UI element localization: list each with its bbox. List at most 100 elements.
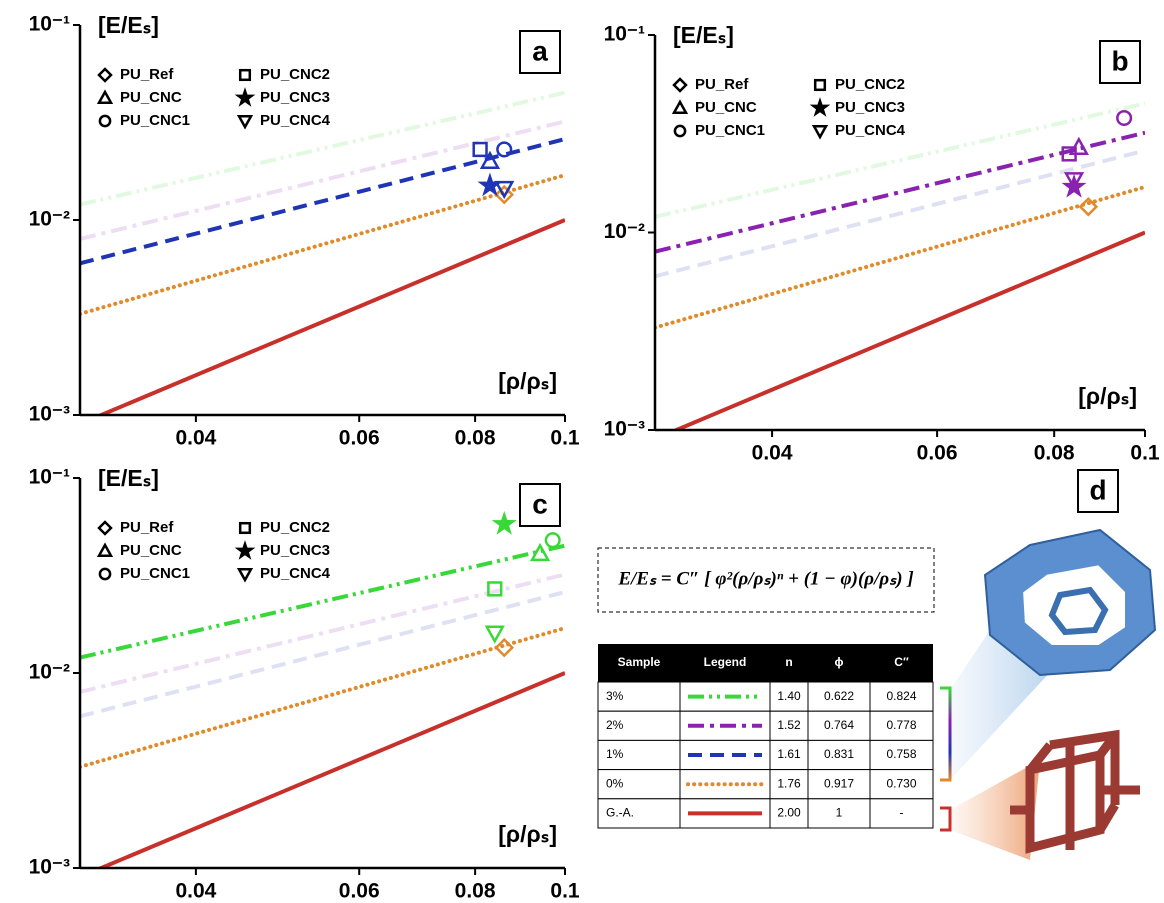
legend-label: PU_CNC2: [260, 519, 330, 536]
legend-marker: [240, 70, 250, 80]
legend-marker: [99, 92, 111, 103]
cube-cell: [1010, 735, 1140, 850]
x-tick-label: 0.04: [175, 427, 216, 450]
y-tick-label: 10⁻¹: [29, 466, 70, 489]
legend-marker: [814, 126, 826, 137]
bracket: [940, 688, 950, 780]
fit-line: [80, 546, 565, 658]
table-row: [598, 799, 933, 828]
legend-label: PU_CNC: [120, 542, 182, 559]
table-cell: 2.00: [777, 806, 801, 820]
legend-marker: [675, 126, 685, 136]
table-cell: 1.40: [777, 689, 801, 703]
y-tick-label: 10⁻¹: [604, 23, 645, 46]
table-cell: 0.778: [886, 718, 916, 732]
legend-marker: [99, 545, 111, 556]
legend-label: PU_CNC: [120, 89, 182, 106]
x-tick-label: 0.08: [1034, 442, 1075, 465]
table-cell: 2%: [606, 718, 624, 732]
legend-label: PU_CNC1: [120, 565, 190, 582]
marker: [1117, 111, 1131, 125]
legend-label: PU_CNC4: [260, 112, 331, 129]
y-tick-label: 10⁻³: [604, 418, 645, 441]
legend-marker: [240, 523, 250, 533]
legend-label: PU_Ref: [695, 76, 749, 93]
y-axis-label: [E/Eₛ]: [98, 12, 159, 38]
x-tick-label: 0.1: [550, 880, 580, 903]
x-tick-label: 0.06: [339, 880, 380, 903]
panel-label: d: [1089, 474, 1106, 505]
x-axis-label: [ρ/ρₛ]: [1078, 383, 1137, 409]
legend-label: PU_CNC3: [260, 89, 330, 106]
table-cell: 0.764: [824, 718, 854, 732]
legend-label: PU_CNC: [695, 99, 757, 116]
y-tick-label: 10⁻²: [29, 208, 70, 231]
legend-label: PU_CNC1: [695, 122, 765, 139]
table-cell: 0%: [606, 776, 624, 790]
table-cell: 0.622: [824, 689, 854, 703]
table-row: [598, 770, 933, 799]
table-cell: 1.76: [777, 776, 801, 790]
table-cell: 1%: [606, 747, 624, 761]
legend-marker: [815, 80, 825, 90]
table-header: Sample: [618, 655, 661, 669]
fit-line: [80, 592, 565, 716]
table-cell: 0.831: [824, 747, 854, 761]
table-row: [598, 682, 933, 711]
legend-marker: [674, 79, 686, 91]
marker: [481, 176, 498, 193]
x-tick-label: 0.06: [917, 442, 958, 465]
legend-marker: [239, 569, 251, 580]
table-cell: -: [900, 806, 904, 820]
legend-label: PU_CNC2: [835, 76, 905, 93]
legend-marker: [813, 101, 826, 113]
table-cell: 0.824: [886, 689, 916, 703]
x-axis-label: [ρ/ρₛ]: [498, 821, 557, 847]
y-axis-label: [E/Eₛ]: [673, 22, 734, 48]
table-header: Legend: [704, 655, 747, 669]
x-axis-label: [ρ/ρₛ]: [498, 368, 557, 394]
legend-label: PU_Ref: [120, 66, 174, 83]
legend-label: PU_CNC3: [835, 99, 905, 116]
y-tick-label: 10⁻³: [29, 856, 70, 879]
table-cell: 0.758: [886, 747, 916, 761]
legend-label: PU_CNC4: [835, 122, 906, 139]
table-header: ϕ: [835, 655, 844, 669]
y-tick-label: 10⁻¹: [29, 13, 70, 36]
table-header: n: [785, 655, 792, 669]
y-tick-label: 10⁻³: [29, 403, 70, 426]
fit-line: [655, 233, 1145, 440]
x-tick-label: 0.04: [752, 442, 793, 465]
table-row: [598, 740, 933, 769]
x-tick-label: 0.08: [455, 427, 496, 450]
panel-label: a: [532, 35, 548, 66]
y-tick-label: 10⁻²: [29, 661, 70, 684]
fit-line: [80, 673, 565, 877]
equation: E/Eₛ = C″ [ φ²(ρ/ρₛ)ⁿ + (1 − φ)(ρ/ρₛ) ]: [617, 568, 913, 589]
legend-marker: [674, 102, 686, 113]
marker: [487, 627, 503, 641]
legend-marker: [99, 69, 111, 81]
panel-label: c: [532, 488, 548, 519]
table-header: C′′: [894, 655, 909, 669]
table-cell: 3%: [606, 689, 624, 703]
marker: [496, 640, 512, 656]
marker: [546, 533, 560, 547]
legend-label: PU_Ref: [120, 519, 174, 536]
marker: [496, 182, 512, 196]
fit-line: [80, 574, 565, 691]
panel-label: b: [1111, 45, 1128, 76]
table-cell: 0.917: [824, 776, 854, 790]
figure: E/Eₛ = C″ [ φ²(ρ/ρₛ)ⁿ + (1 − φ)(ρ/ρₛ) ] …: [0, 0, 1164, 903]
legend-marker: [100, 569, 110, 579]
x-tick-label: 0.08: [455, 880, 496, 903]
legend-label: PU_CNC3: [260, 542, 330, 559]
legend-marker: [238, 544, 251, 556]
x-tick-label: 0.1: [1130, 442, 1160, 465]
legend-label: PU_CNC4: [260, 565, 331, 582]
legend-marker: [100, 116, 110, 126]
x-tick-label: 0.06: [339, 427, 380, 450]
legend-marker: [239, 116, 251, 127]
x-tick-label: 0.1: [550, 427, 580, 450]
bracket: [940, 808, 950, 830]
